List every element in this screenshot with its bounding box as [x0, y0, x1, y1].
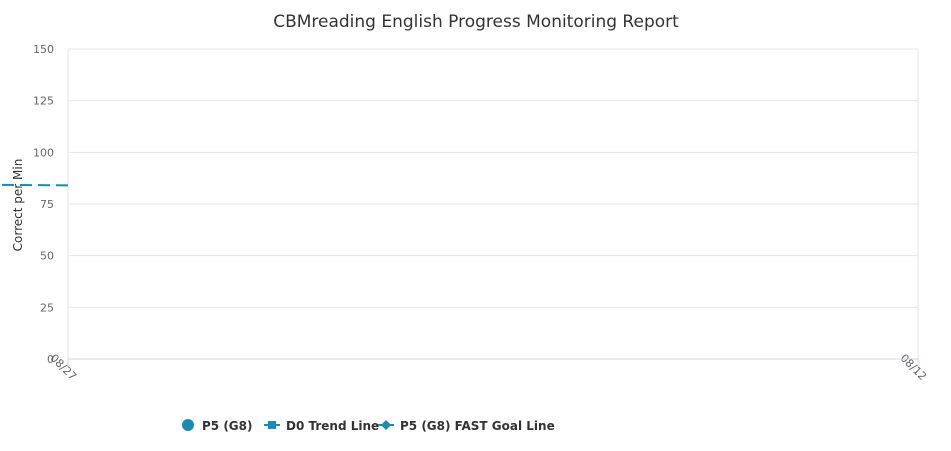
legend-item[interactable]: D0 Trend Line: [264, 419, 379, 433]
chart-title: CBMreading English Progress Monitoring R…: [273, 12, 679, 32]
legend-label: D0 Trend Line: [286, 419, 379, 433]
legend-label: P5 (G8) FAST Goal Line: [400, 419, 555, 433]
y-tick-label: 125: [33, 95, 54, 108]
y-tick-label: 25: [40, 301, 54, 314]
y-tick-label: 50: [40, 250, 54, 263]
y-tick-label: 150: [33, 43, 54, 56]
legend-marker-square: [268, 421, 276, 429]
x-tick-label: 08/27: [47, 352, 79, 384]
axis-layer: 025507510012515008/2709/1009/2410/0810/2…: [33, 43, 929, 384]
y-tick-label: 0: [47, 353, 54, 366]
legend-item[interactable]: P5 (G8) FAST Goal Line: [378, 419, 555, 433]
y-tick-label: 100: [33, 146, 54, 159]
legend-item[interactable]: P5 (G8): [182, 419, 253, 433]
y-axis-label: Correct per Min: [11, 159, 25, 252]
legend: P5 (G8) D0 Trend Line P5 (G8) FAST Goal Li…: [182, 419, 555, 433]
x-tick-label: 08/12: [897, 352, 929, 384]
legend-label: P5 (G8): [202, 419, 253, 433]
grid-layer: [67, 48, 919, 359]
y-tick-label: 75: [40, 198, 54, 211]
legend-marker-diamond: [381, 420, 391, 430]
legend-marker-circle: [182, 419, 194, 431]
